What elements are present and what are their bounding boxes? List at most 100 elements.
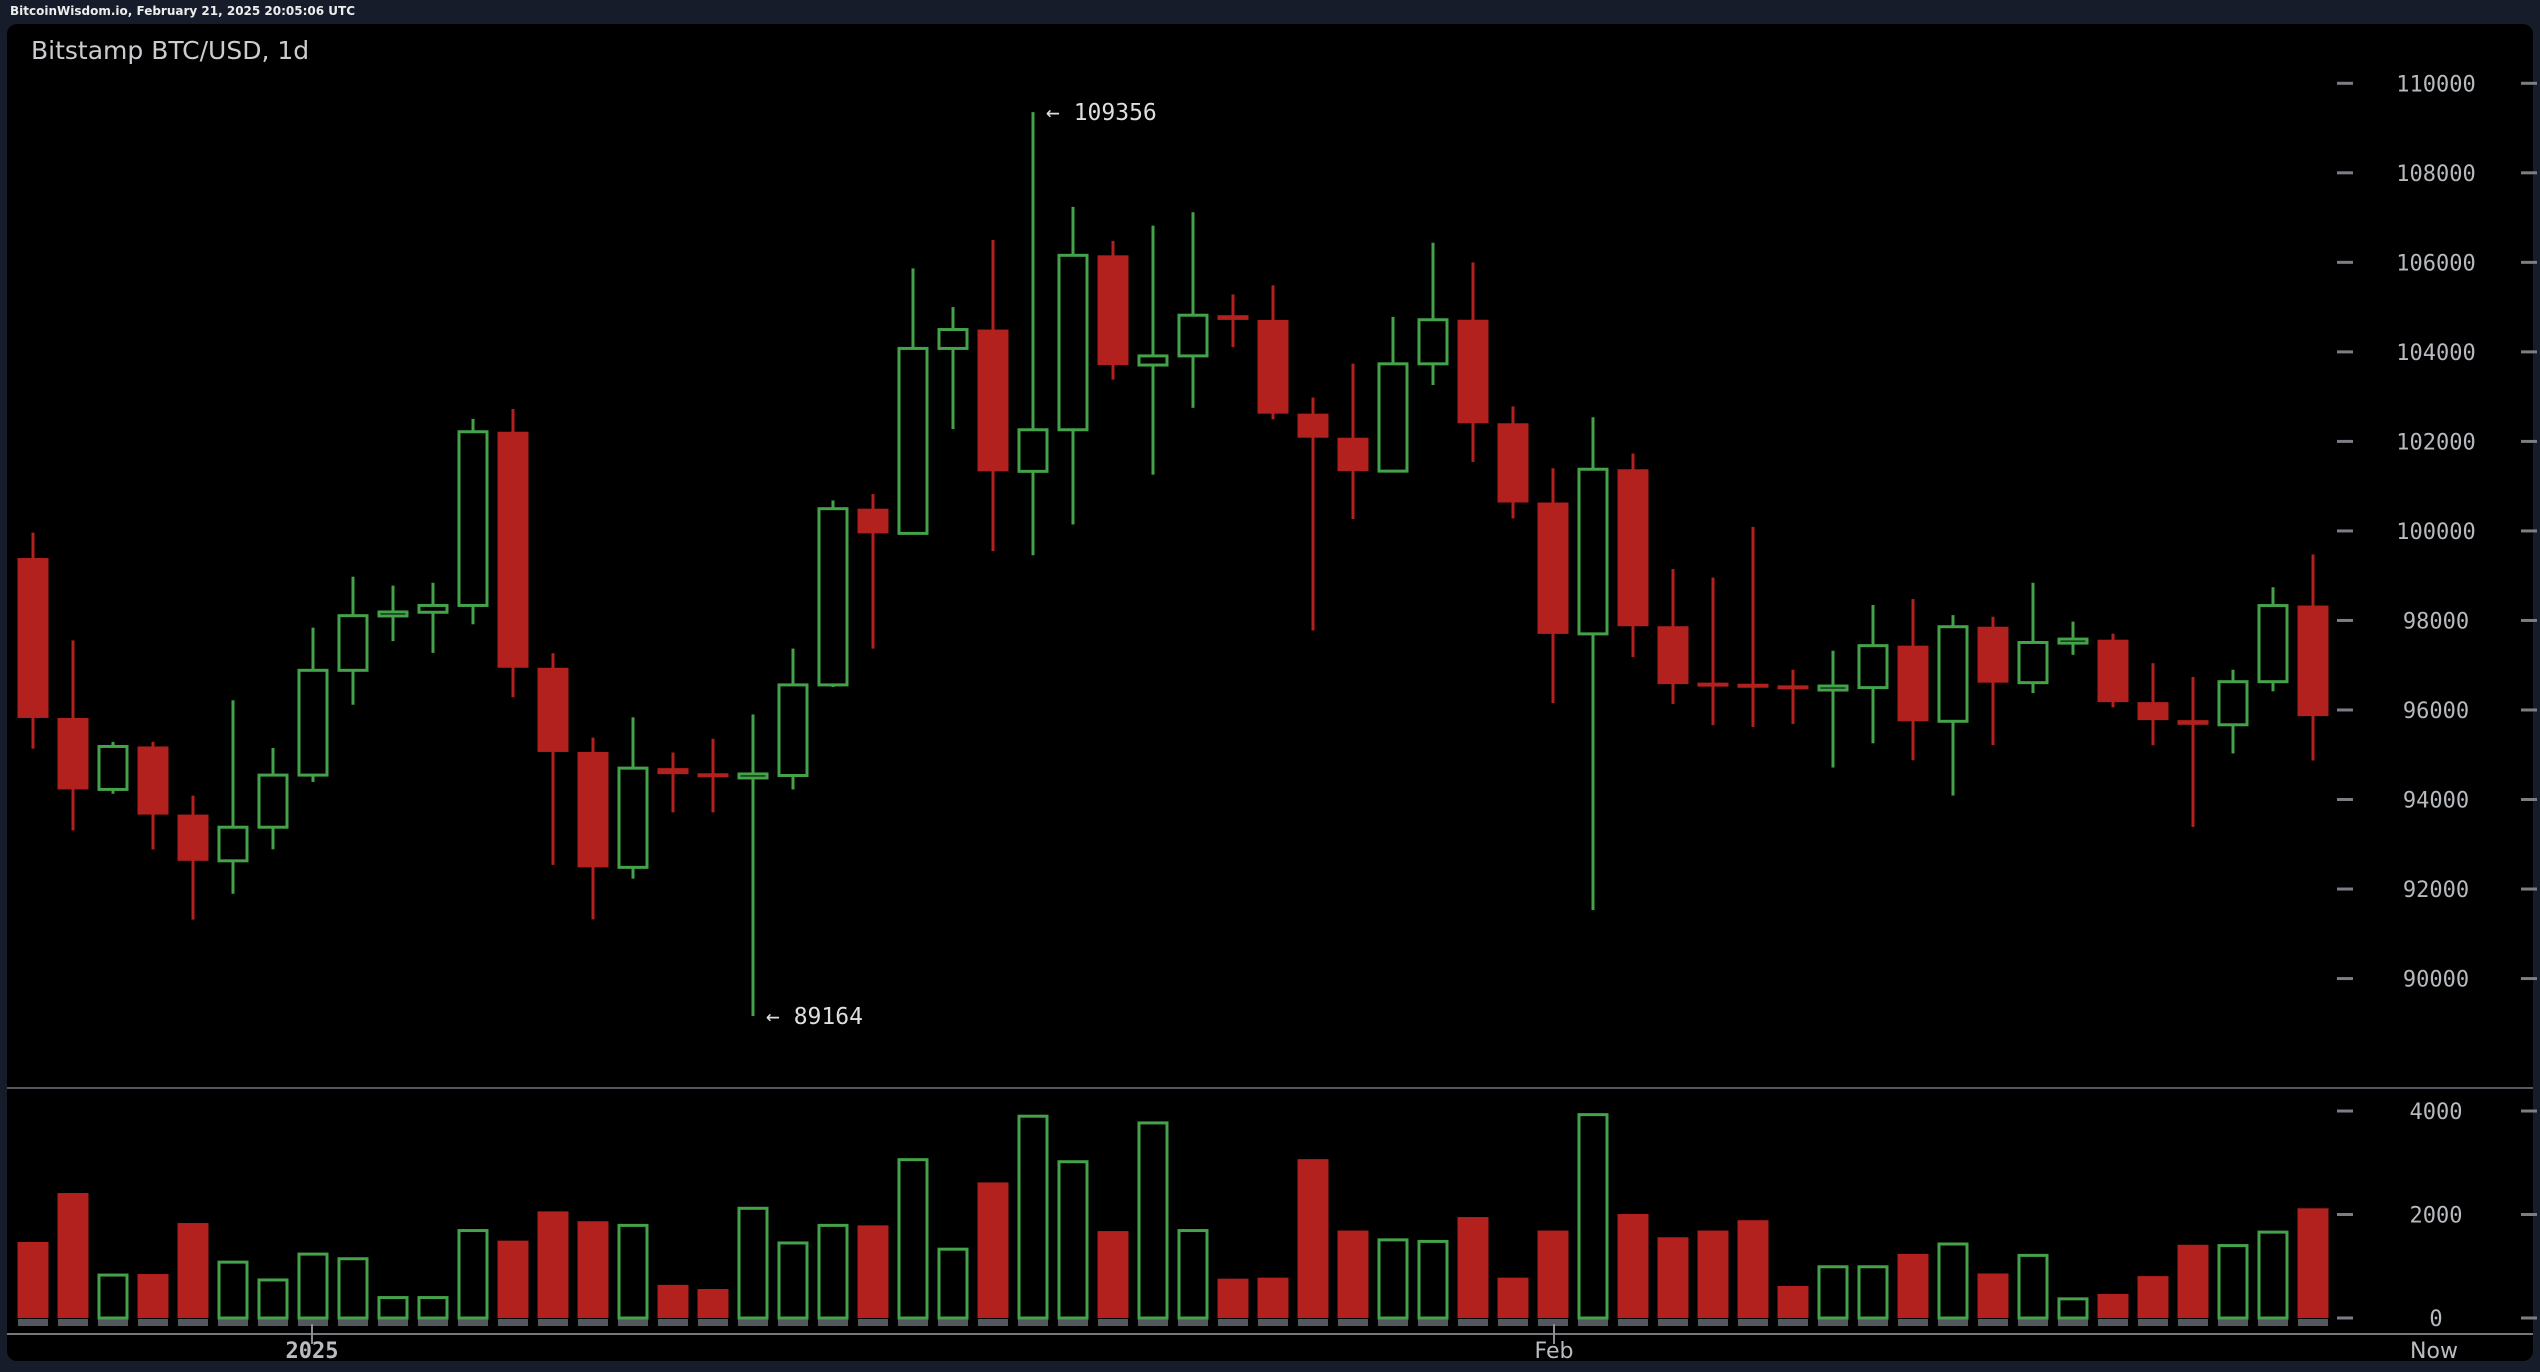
time-axis-label: Now — [2410, 1339, 2458, 1364]
volume-bar-up — [777, 1241, 809, 1320]
candle-body-down — [2137, 702, 2169, 721]
candle-body-down — [1657, 626, 1689, 685]
month-tick — [1553, 1324, 1555, 1344]
price-tick — [2521, 529, 2537, 533]
volume-bar-down — [1337, 1230, 1369, 1318]
high-annotation: ← 109356 — [1046, 100, 1157, 126]
candle-body-up — [617, 766, 649, 869]
price-tick-label: 92000 — [2403, 878, 2469, 903]
candle-wick — [431, 582, 435, 653]
candle-body-down — [497, 431, 529, 668]
volume-bar-down — [1217, 1278, 1249, 1318]
low-annotation: ← 89164 — [766, 1004, 863, 1030]
candle-body-down — [17, 558, 49, 718]
day-tick — [818, 1319, 848, 1326]
volume-bar-up — [457, 1229, 489, 1320]
price-tick — [2521, 439, 2537, 443]
volume-bar-up — [337, 1257, 369, 1320]
day-tick — [1578, 1319, 1608, 1326]
price-tick — [2521, 708, 2537, 712]
candle-body-up — [737, 772, 769, 780]
price-tick — [2337, 887, 2353, 891]
volume-bar-down — [497, 1240, 529, 1318]
day-tick — [618, 1319, 648, 1326]
price-tick — [2337, 81, 2353, 85]
volume-bar-up — [1057, 1160, 1089, 1320]
volume-tick-label: 0 — [2429, 1307, 2442, 1332]
volume-tick — [2337, 1109, 2353, 1113]
volume-bar-up — [2257, 1230, 2289, 1320]
day-tick — [2018, 1319, 2048, 1326]
candle-body-down — [57, 717, 89, 790]
volume-bar-up — [377, 1296, 409, 1320]
volume-bar-down — [1777, 1285, 1809, 1318]
day-tick — [1778, 1319, 1808, 1326]
candle-body-up — [2257, 604, 2289, 684]
price-tick — [2337, 977, 2353, 981]
volume-bar-down — [1617, 1213, 1649, 1318]
candle-body-down — [577, 751, 609, 868]
day-tick — [1658, 1319, 1688, 1326]
candle-body-up — [2057, 637, 2089, 645]
price-tick-label: 106000 — [2396, 251, 2475, 276]
price-tick — [2521, 260, 2537, 264]
day-tick — [1898, 1319, 1928, 1326]
candle-body-up — [217, 825, 249, 863]
volume-bar-up — [1377, 1238, 1409, 1320]
volume-bar-up — [297, 1252, 329, 1320]
candle-wick — [1231, 294, 1235, 348]
candle-body-up — [337, 614, 369, 672]
volume-bar-down — [1537, 1230, 1569, 1318]
day-tick — [1418, 1319, 1448, 1326]
price-tick-label: 98000 — [2403, 609, 2469, 634]
volume-bar-down — [697, 1289, 729, 1318]
candle-body-down — [1777, 685, 1809, 690]
day-tick — [1138, 1319, 1168, 1326]
candle-wick — [1031, 112, 1035, 556]
candle-body-up — [937, 328, 969, 350]
day-tick — [938, 1319, 968, 1326]
candle-wick — [1751, 526, 1755, 727]
price-tick — [2337, 798, 2353, 802]
volume-bar-down — [1657, 1237, 1689, 1318]
chart-title: Bitstamp BTC/USD, 1d — [31, 36, 310, 65]
volume-bar-down — [177, 1223, 209, 1318]
day-tick — [498, 1319, 528, 1326]
volume-bar-up — [97, 1273, 129, 1320]
day-tick — [978, 1319, 1008, 1326]
candle-body-down — [1297, 413, 1329, 438]
status-bar: BitcoinWisdom.io, February 21, 2025 20:0… — [0, 0, 2540, 24]
candle-wick — [231, 700, 235, 894]
candle-body-down — [137, 746, 169, 815]
day-tick — [418, 1319, 448, 1326]
volume-bar-up — [1417, 1239, 1449, 1320]
candle-body-down — [1977, 626, 2009, 683]
day-tick — [698, 1319, 728, 1326]
price-tick — [2337, 260, 2353, 264]
price-tick-label: 94000 — [2403, 789, 2469, 814]
candle-body-up — [257, 773, 289, 829]
candle-body-up — [897, 346, 929, 535]
candle-body-up — [777, 683, 809, 778]
day-tick — [1538, 1319, 1568, 1326]
status-bar-text: BitcoinWisdom.io, February 21, 2025 20:0… — [10, 4, 356, 18]
day-tick — [858, 1319, 888, 1326]
volume-bar-down — [1497, 1277, 1529, 1318]
day-tick — [1098, 1319, 1128, 1326]
candle-body-up — [1057, 253, 1089, 432]
day-tick — [898, 1319, 928, 1326]
volume-bar-up — [217, 1260, 249, 1320]
candle-wick — [1831, 650, 1835, 768]
volume-bar-down — [2297, 1208, 2329, 1318]
candle-wick — [751, 714, 755, 1016]
volume-bar-down — [2177, 1244, 2209, 1318]
price-tick — [2337, 439, 2353, 443]
day-tick — [1698, 1319, 1728, 1326]
candle-body-up — [1857, 644, 1889, 690]
day-tick — [218, 1319, 248, 1326]
candle-wick — [951, 307, 955, 430]
volume-bar-up — [1017, 1114, 1049, 1320]
day-tick — [578, 1319, 608, 1326]
